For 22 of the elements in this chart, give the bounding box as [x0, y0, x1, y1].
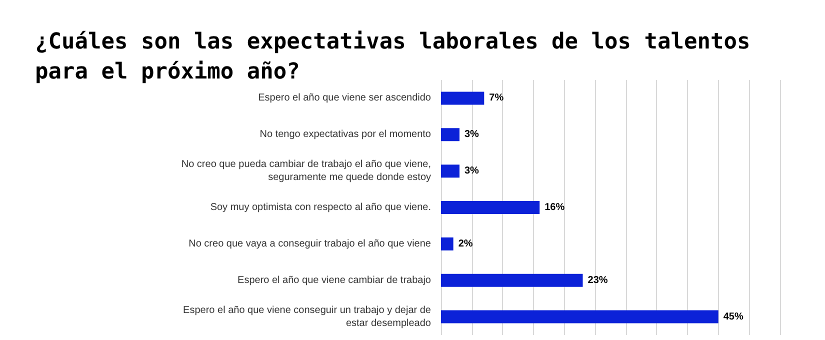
- data-label: 2%: [458, 238, 473, 250]
- data-label: 45%: [723, 311, 744, 322]
- data-label: 23%: [588, 274, 608, 286]
- chart-title: ¿Cuáles son las expectativas laborales de los talentos para el próximo año?: [35, 30, 764, 84]
- data-label: 3%: [464, 129, 480, 140]
- y-tick-label: No tengo expectativas por el momento: [260, 129, 432, 140]
- data-label: 16%: [544, 202, 565, 213]
- y-tick-label: Soy muy optimista con respecto al año que viene.: [210, 202, 431, 213]
- y-tick-label: Espero el año que viene ser ascendido: [258, 92, 432, 104]
- bar: [441, 310, 718, 324]
- y-tick-label: No creo que vaya a conseguir trabajo el año que viene: [188, 238, 432, 250]
- y-tick-label: Espero el año que viene cambiar de trabajo: [238, 274, 432, 286]
- bar: [441, 237, 454, 250]
- bar: [441, 164, 460, 178]
- data-label: 7%: [489, 92, 504, 104]
- bar: [441, 92, 484, 105]
- bar: [441, 201, 540, 214]
- y-tick-label: Espero el año que viene conseguir un trabajo y dejar de estar desempleado: [183, 304, 432, 329]
- y-tick-label: No creo que pueda cambiar de trabajo el año que viene, seguramente me quede donde estoy: [181, 159, 431, 184]
- bar: [441, 128, 460, 142]
- bar: [441, 274, 583, 287]
- data-label: 3%: [464, 166, 480, 177]
